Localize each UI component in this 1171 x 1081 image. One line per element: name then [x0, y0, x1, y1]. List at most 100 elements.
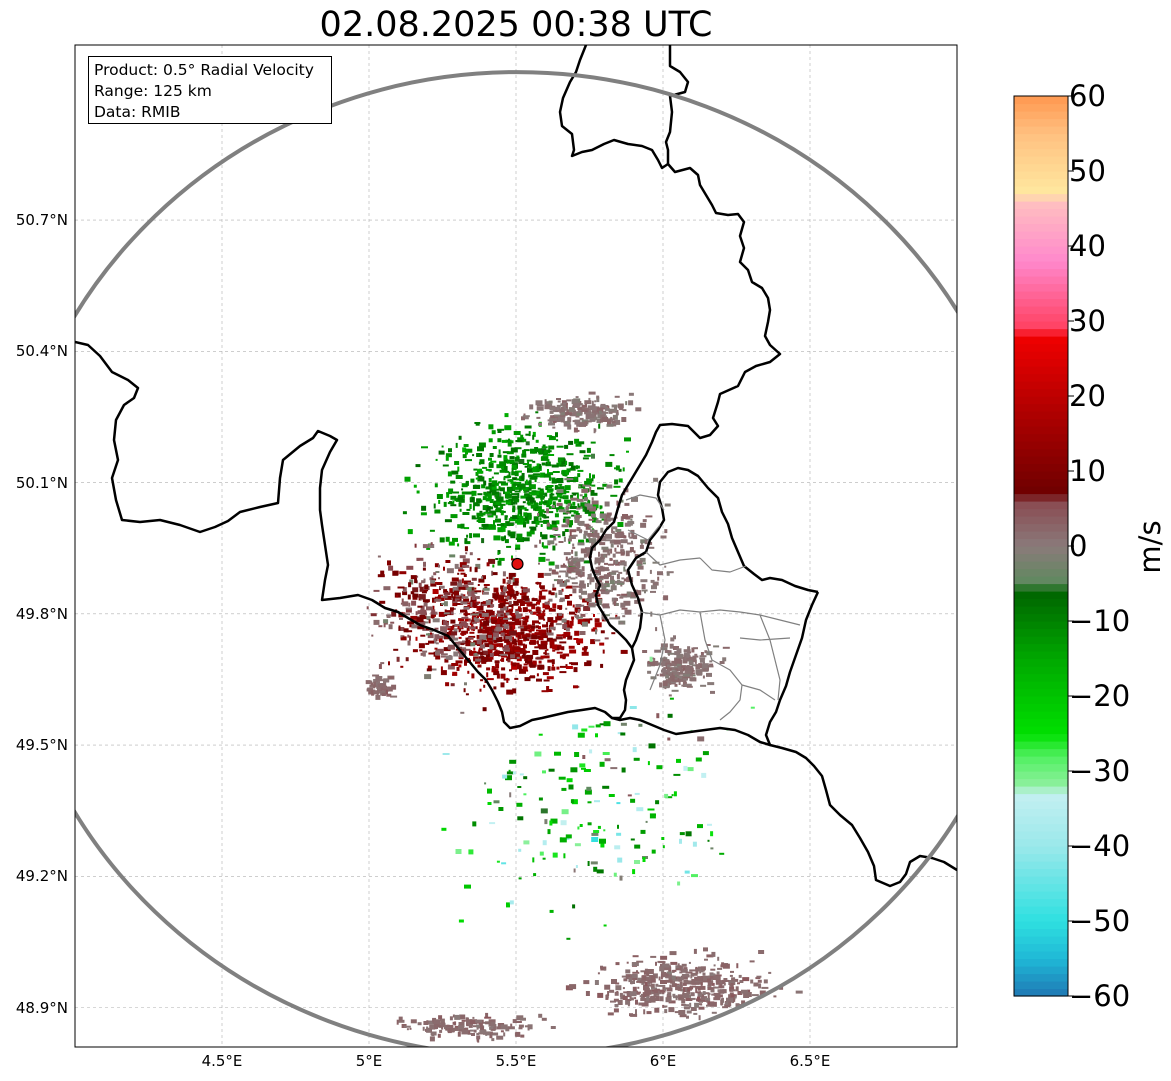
colorbar-segment: [1014, 96, 1068, 105]
colorbar-unit-label: m/s: [1133, 520, 1167, 574]
colorbar-segment: [1014, 546, 1068, 555]
colorbar-segment: [1014, 958, 1068, 967]
colorbar-segment: [1014, 403, 1068, 412]
colorbar-segment: [1014, 328, 1068, 337]
colorbar-segment: [1014, 568, 1068, 577]
range-label: Range: 125 km: [94, 82, 212, 100]
colorbar-segment: [1014, 163, 1068, 172]
colorbar-segment: [1014, 471, 1068, 480]
colorbar-segment: [1014, 598, 1068, 607]
colorbar-tick-label: 40: [1069, 229, 1106, 263]
colorbar-segment: [1014, 748, 1068, 757]
border-germany-north: [558, 45, 669, 170]
border-belgium-north: [75, 45, 782, 730]
colorbar-segment: [1014, 486, 1068, 495]
colorbar-segment: [1014, 456, 1068, 465]
colorbar-segment: [1014, 298, 1068, 307]
colorbar-segment: [1014, 628, 1068, 637]
colorbar-segment: [1014, 778, 1068, 787]
colorbar-segment: [1014, 358, 1068, 367]
range-ring-circle: [75, 70, 957, 1047]
colorbar-segment: [1014, 876, 1068, 885]
colorbar-segment: [1014, 883, 1068, 892]
colorbar-segment: [1014, 501, 1068, 510]
colorbar-segment: [1014, 171, 1068, 180]
product-label: Product: 0.5° Radial Velocity: [94, 61, 314, 79]
lat-tick-label: 50.1°N: [15, 473, 68, 492]
colorbar-segment: [1014, 973, 1068, 982]
colorbar-segment: [1014, 253, 1068, 262]
colorbar-segment: [1014, 891, 1068, 900]
colorbar-segment: [1014, 696, 1068, 705]
colorbar-segment: [1014, 801, 1068, 810]
colorbar-segment: [1014, 156, 1068, 165]
colorbar-segment: [1014, 261, 1068, 270]
lon-tick-label: 6°E: [649, 1052, 677, 1070]
colorbar-segment: [1014, 448, 1068, 457]
admin-lines: [625, 494, 801, 721]
colorbar-segment: [1014, 688, 1068, 697]
colorbar-segment: [1014, 276, 1068, 285]
colorbar-segment: [1014, 756, 1068, 765]
colorbar-segment: [1014, 988, 1068, 997]
colorbar-segment: [1014, 591, 1068, 600]
lat-tick-label: 49.2°N: [15, 867, 68, 886]
colorbar-tick-label: −30: [1069, 754, 1131, 788]
colorbar-segment: [1014, 133, 1068, 142]
border-germany-east: [769, 743, 957, 888]
colorbar-segment: [1014, 508, 1068, 517]
colorbar-segment: [1014, 388, 1068, 397]
colorbar-segment: [1014, 606, 1068, 615]
colorbar-segment: [1014, 981, 1068, 990]
colorbar-segment: [1014, 658, 1068, 667]
colorbar-tick-label: 0: [1069, 529, 1088, 563]
lat-tick-label: 49.5°N: [15, 736, 68, 755]
data-source-label: Data: RMIB: [94, 103, 181, 121]
lon-tick-label: 5°E: [355, 1052, 383, 1070]
colorbar-segment: [1014, 673, 1068, 682]
colorbar-segment: [1014, 651, 1068, 660]
colorbar-segment: [1014, 463, 1068, 472]
lon-tick-label: 4.5°E: [201, 1052, 243, 1070]
colorbar-segment: [1014, 553, 1068, 562]
radar-site-dot: [511, 557, 524, 571]
colorbar-segment: [1014, 478, 1068, 487]
colorbar-segment: [1014, 148, 1068, 157]
colorbar-segment: [1014, 906, 1068, 915]
colorbar-segment: [1014, 343, 1068, 352]
colorbar-segment: [1014, 231, 1068, 240]
colorbar-segment: [1014, 561, 1068, 570]
colorbar-segment: [1014, 943, 1068, 952]
colorbar-segment: [1014, 951, 1068, 960]
colorbar-segment: [1014, 186, 1068, 195]
colorbar-tick-label: −50: [1069, 904, 1131, 938]
colorbar-segment: [1014, 193, 1068, 202]
colorbar-segment: [1014, 336, 1068, 345]
colorbar-segment: [1014, 111, 1068, 120]
colorbar-segment: [1014, 786, 1068, 795]
lat-tick-label: 50.4°N: [15, 342, 68, 361]
colorbar-segment: [1014, 313, 1068, 322]
colorbar-segment: [1014, 118, 1068, 127]
colorbar-tick-label: −40: [1069, 829, 1131, 863]
colorbar-segment: [1014, 966, 1068, 975]
colorbar-tick-label: 50: [1069, 154, 1106, 188]
lat-tick-label: 50.7°N: [15, 211, 68, 230]
colorbar-segment: [1014, 103, 1068, 112]
lon-tick-label: 5.5°E: [495, 1052, 537, 1070]
colorbar-segment: [1014, 141, 1068, 150]
colorbar-segment: [1014, 861, 1068, 870]
colorbar-segment: [1014, 853, 1068, 862]
colorbar-segment: [1014, 643, 1068, 652]
colorbar-segment: [1014, 913, 1068, 922]
colorbar-segment: [1014, 831, 1068, 840]
lon-tick-label: 6.5°E: [789, 1052, 831, 1070]
lat-tick-label: 49.8°N: [15, 604, 68, 623]
colorbar-segment: [1014, 418, 1068, 427]
colorbar-segment: [1014, 921, 1068, 930]
colorbar-segment: [1014, 208, 1068, 217]
radar-site-marker: [511, 557, 524, 571]
colorbar-segment: [1014, 613, 1068, 622]
colorbar-segment: [1014, 726, 1068, 735]
